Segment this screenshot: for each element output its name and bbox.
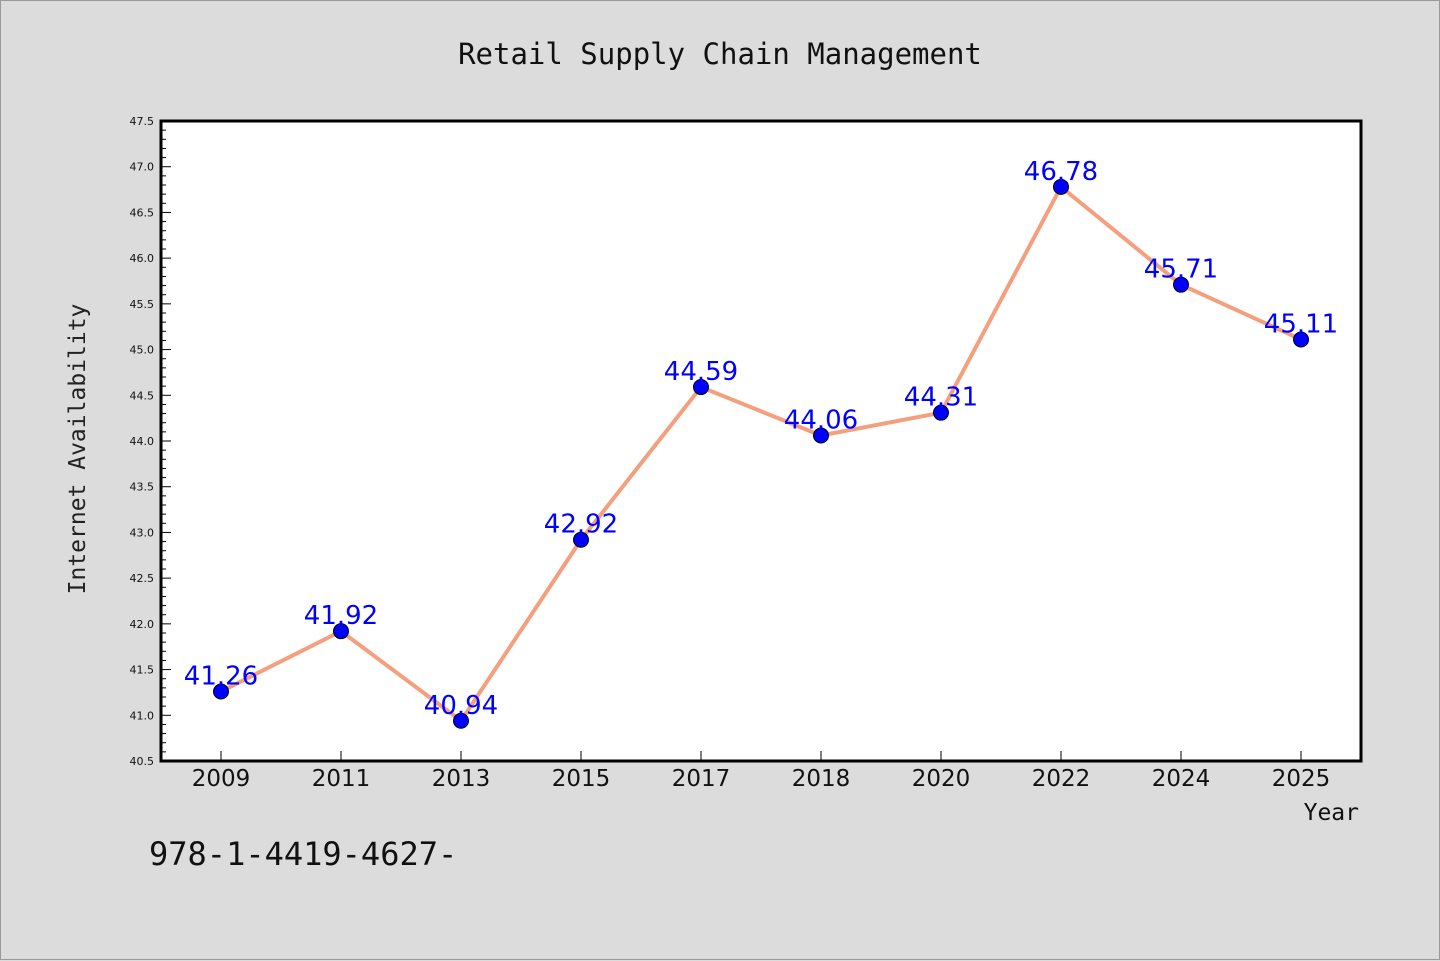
data-point — [1173, 276, 1189, 293]
y-tick-label: 43.5 — [130, 481, 155, 494]
plot-area — [161, 121, 1361, 761]
y-tick-label: 44.5 — [130, 389, 155, 402]
y-tick-label: 43.0 — [130, 526, 155, 539]
data-labels-layer: 41.26 41.92 40.94 42.92 44.59 44.06 44.31 46.78… — [184, 157, 1338, 721]
y-tick-label: 45.5 — [130, 298, 155, 311]
data-point — [693, 379, 709, 396]
data-point — [933, 404, 949, 421]
footer-text: 978-1-4419-4627- — [149, 835, 457, 873]
data-label: 42.92 — [544, 510, 618, 540]
data-label: 44.59 — [664, 357, 738, 387]
y-tick-label: 41.0 — [130, 709, 155, 722]
data-point — [573, 531, 589, 548]
series-line — [219, 184, 1303, 723]
data-label: 45.11 — [1264, 310, 1338, 340]
series-layer — [213, 178, 1309, 729]
x-tick-label: 2022 — [1032, 766, 1091, 792]
y-tick-label: 46.0 — [130, 252, 155, 265]
data-point — [333, 623, 349, 640]
plot-frame — [159, 119, 1363, 763]
y-tick-label: 42.0 — [130, 618, 155, 631]
y-tick-label: 44.0 — [130, 435, 155, 448]
data-label: 41.26 — [184, 662, 258, 692]
x-tick-label: 2013 — [432, 766, 491, 792]
x-tick-label: 2017 — [672, 766, 731, 792]
y-tick-label: 47.5 — [130, 115, 155, 128]
x-tick-label: 2011 — [312, 766, 371, 792]
data-label: 41.92 — [304, 601, 378, 631]
data-label: 46.78 — [1024, 157, 1098, 187]
data-point — [1293, 331, 1309, 348]
data-point — [453, 712, 469, 729]
x-tick-label: 2020 — [912, 766, 971, 792]
y-tick-label: 42.5 — [130, 572, 155, 585]
ticks-layer: 40.5 41.0 41.5 42.0 42.5 43.0 43.5 44.0 44.5 45.0… — [130, 115, 1331, 792]
x-tick-label: 2025 — [1272, 766, 1331, 792]
data-label: 44.31 — [904, 383, 978, 413]
y-tick-label: 40.5 — [130, 755, 155, 768]
chart-title: Retail Supply Chain Management — [458, 37, 982, 71]
y-tick-label: 46.5 — [130, 206, 155, 219]
x-tick-label: 2018 — [792, 766, 851, 792]
y-tick-label: 45.0 — [130, 344, 155, 357]
x-tick-label: 2009 — [192, 766, 251, 792]
y-tick-label: 41.5 — [130, 664, 155, 677]
data-label: 44.06 — [784, 406, 858, 436]
data-label: 45.71 — [1144, 255, 1218, 285]
x-axis-label: Year — [1304, 800, 1359, 826]
data-point — [213, 683, 229, 700]
data-point — [1053, 178, 1069, 195]
y-tick-label: 47.0 — [130, 161, 155, 174]
x-tick-label: 2015 — [552, 766, 611, 792]
y-axis-label: Internet Availability — [65, 304, 91, 595]
data-point — [813, 427, 829, 444]
x-tick-label: 2024 — [1152, 766, 1211, 792]
data-label: 40.94 — [424, 691, 498, 721]
